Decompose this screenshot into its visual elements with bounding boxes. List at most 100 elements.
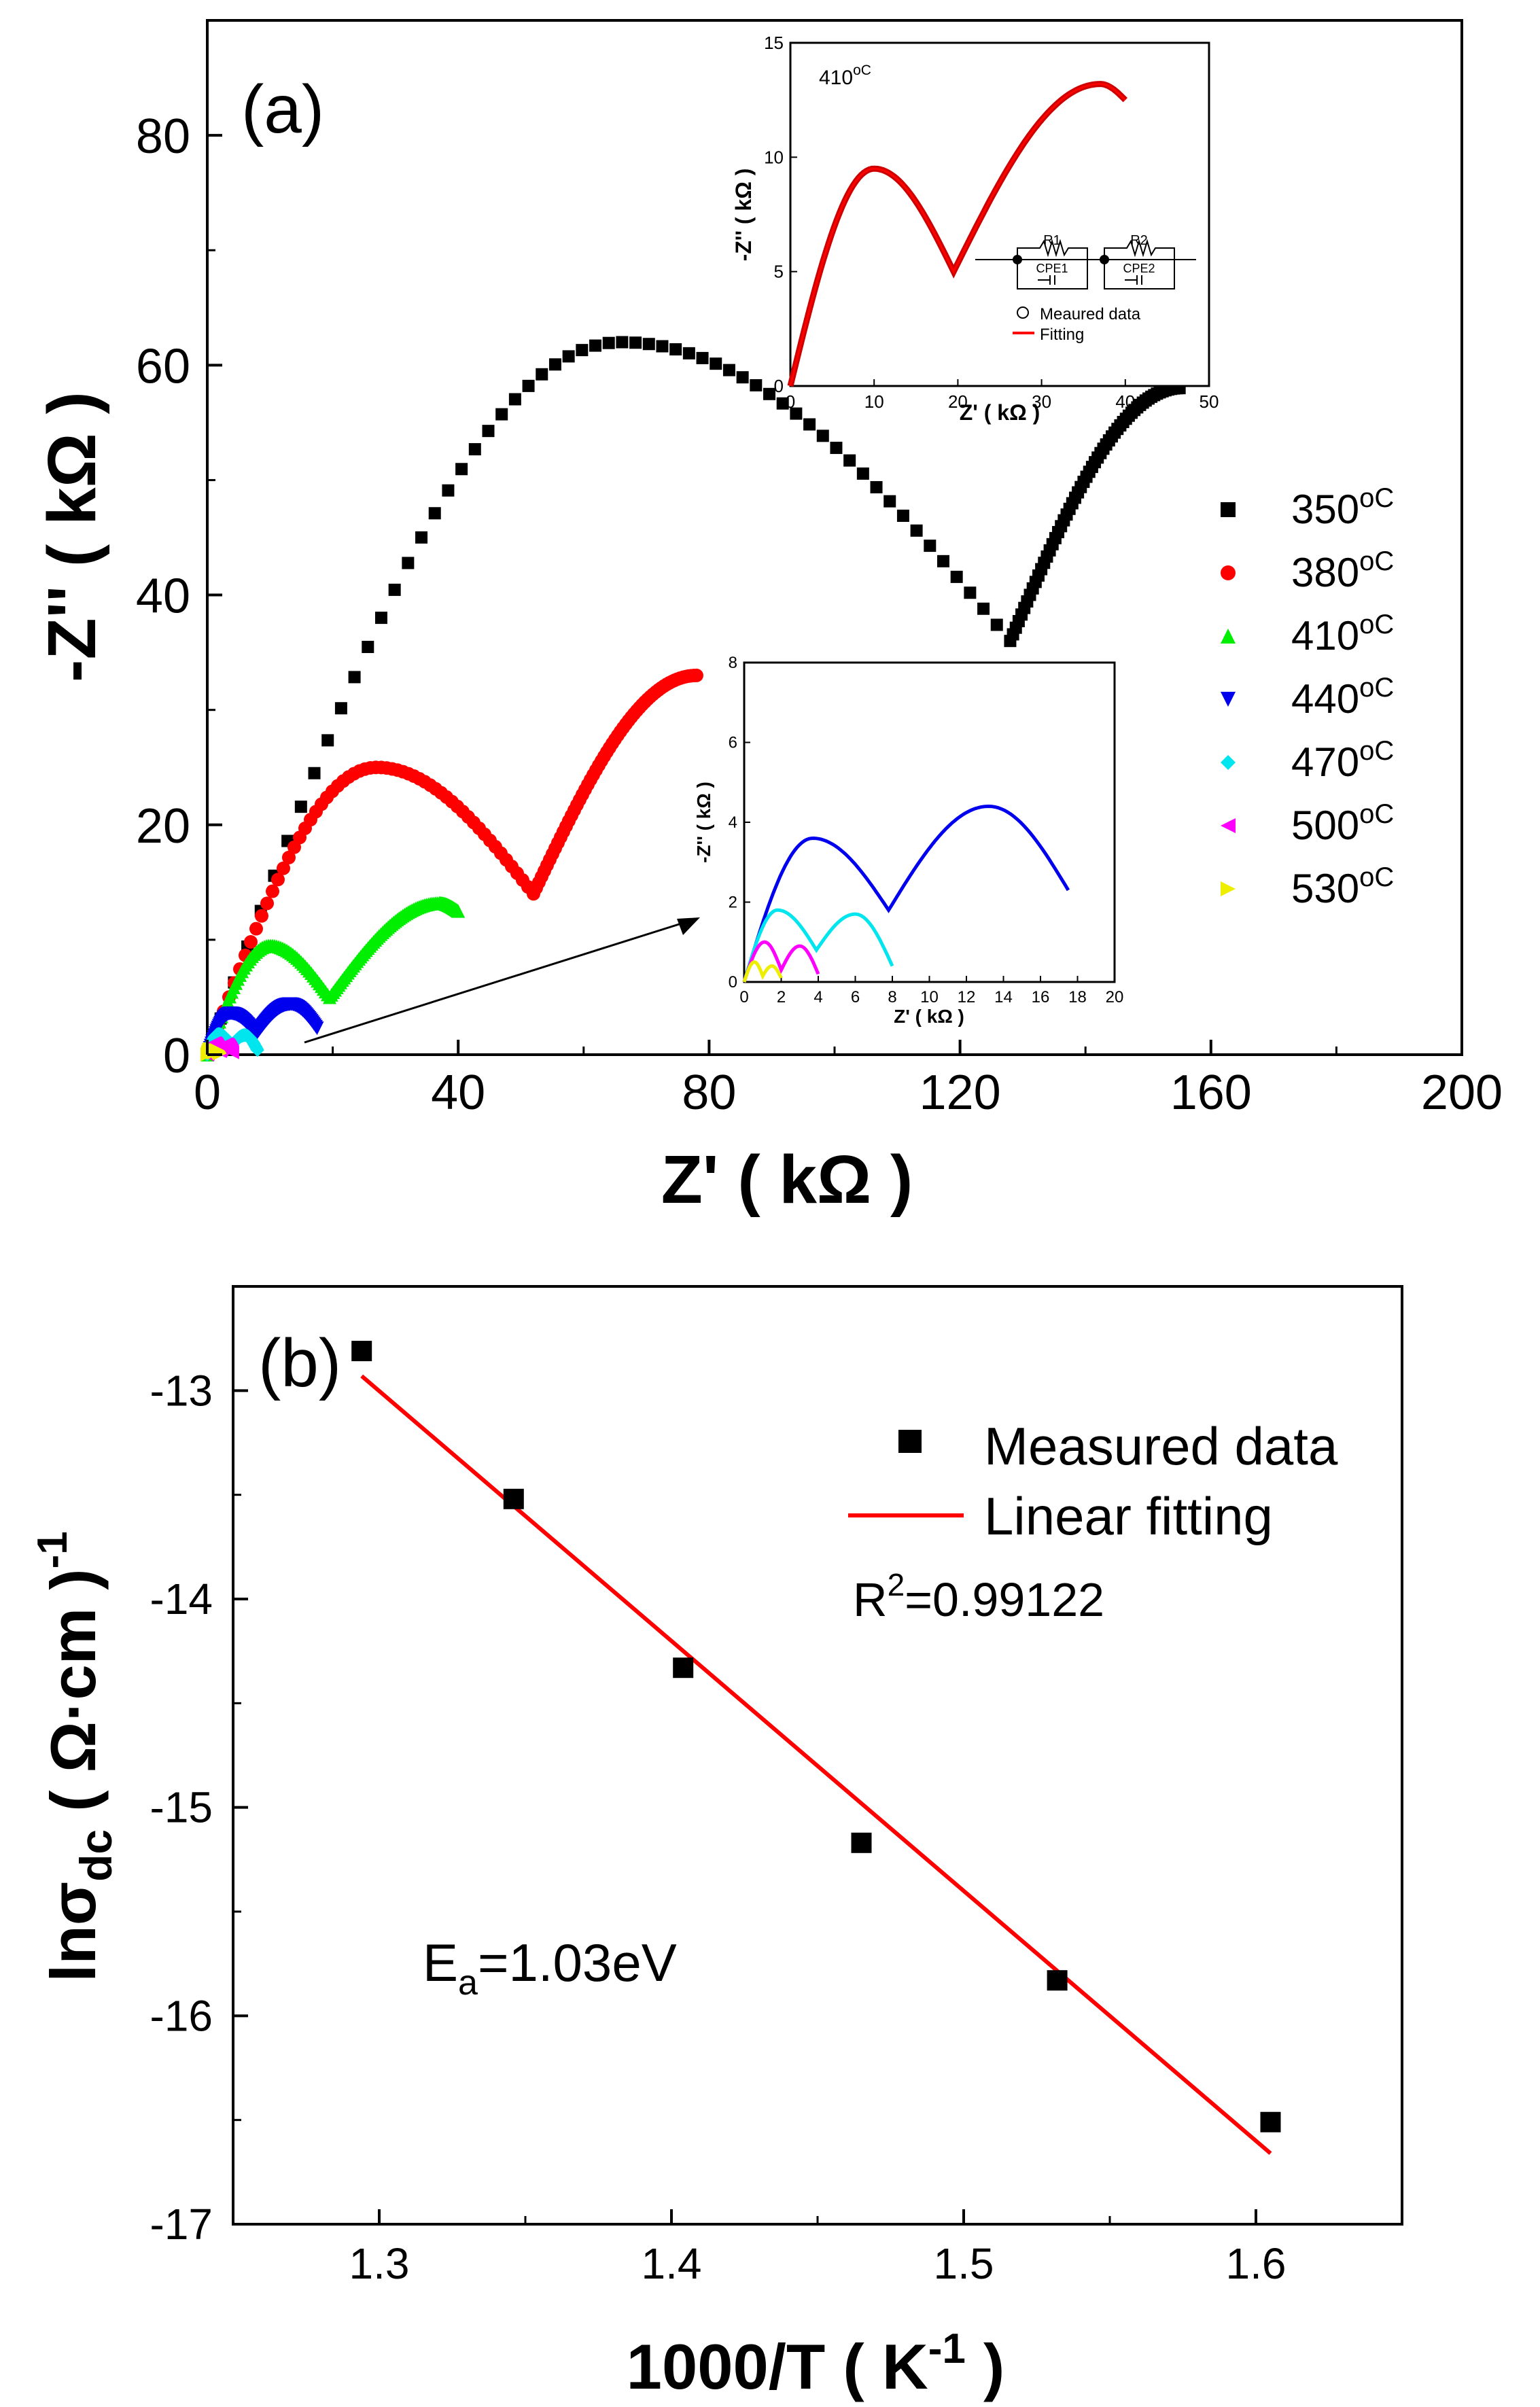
inset-410-legend-measured: Meaured data [1040, 305, 1141, 323]
legend-measured-label: Measured data [984, 1416, 1338, 1476]
inset-zoom-y-tick-label: 2 [729, 894, 737, 912]
data-point [281, 850, 296, 864]
legend-label: 440oC [1291, 673, 1394, 722]
data-point [722, 364, 735, 376]
panel-a-label: (a) [241, 71, 324, 147]
inset-zoom-frame [743, 661, 1116, 983]
b-y-tick-label: -16 [150, 1991, 213, 2040]
data-point [265, 884, 279, 898]
inset-zoom-x-tick-label: 16 [1032, 988, 1050, 1006]
inset-zoom-y-tick-label: 8 [729, 654, 737, 672]
inset-zoom-curves [742, 804, 1070, 983]
legend-entry-410: 410oC [1221, 610, 1394, 658]
panel-b-ticks: 1.3 1.4 1.5 1.6 -13 -14 -15 -16 -17 [150, 1285, 1403, 2288]
inset-410-x-tick-label: 0 [786, 391, 795, 412]
data-point [522, 379, 535, 392]
data-point [562, 350, 575, 363]
inset-zoom-x-tick-label: 10 [920, 988, 939, 1006]
a-x-tick-label: 160 [1170, 1066, 1252, 1120]
measured-point [351, 1341, 372, 1362]
legend-entry-500: 500oC [1221, 799, 1394, 848]
data-point [576, 344, 589, 357]
inset-410-x-axis-label: Z' ( kΩ ) [960, 400, 1040, 425]
inset-zoom-x-tick-label: 4 [813, 988, 822, 1006]
inset-zoom-y-tick-label: 6 [729, 734, 737, 752]
data-point [294, 801, 307, 813]
series-380 [200, 668, 703, 1061]
data-point [374, 612, 387, 625]
data-point [736, 371, 749, 384]
inset-410-legend-fitting: Fitting [1040, 326, 1084, 344]
inset-410-y-tick-label: 15 [764, 33, 784, 53]
inset-410-y-tick-label: 5 [774, 262, 784, 282]
inset-zoom-x-axis-label: Z' ( kΩ ) [894, 1006, 964, 1027]
inset-zoom-curve-470 [742, 908, 894, 983]
panel-b-y-axis-label: lnσdc ( Ω·cm )-1 [29, 1531, 121, 1982]
data-point [950, 570, 963, 583]
a-x-tick-label: 200 [1421, 1066, 1503, 1120]
legend-marker [1221, 502, 1236, 517]
data-point [508, 393, 521, 406]
inset-410-x-tick-label: 40 [1115, 391, 1135, 412]
data-point [468, 443, 481, 456]
legend-entry-440: 440oC [1221, 673, 1394, 722]
inset-410-legend-marker [1017, 306, 1029, 319]
measured-point [1260, 2111, 1281, 2132]
panel-b: 1.3 1.4 1.5 1.6 -13 -14 -15 -16 -17 (b) Measured… [29, 1285, 1403, 2402]
data-point [776, 397, 789, 410]
data-point [225, 1045, 239, 1059]
inset-zoom-ticks: 0 2 4 6 8 10 12 14 16 18 20 0 2 4 6 8 [729, 654, 1124, 1006]
inset-zoom-x-tick-label: 2 [777, 988, 786, 1006]
data-point [964, 586, 977, 599]
data-point [388, 583, 401, 596]
data-point [249, 921, 263, 936]
panel-a-x-axis-label: Z' ( kΩ ) [661, 1142, 913, 1218]
inset-zoom-y-tick-label: 0 [729, 973, 737, 991]
inset-410-ticks: 0 10 20 30 40 50 0 5 10 15 [764, 33, 1219, 412]
data-point [321, 734, 334, 747]
a-y-tick-label: 80 [136, 109, 190, 164]
circuit-r1-label: R1 [1043, 233, 1061, 248]
data-point [451, 904, 466, 918]
data-point [803, 418, 816, 431]
inset-410-y-tick-label: 10 [764, 147, 784, 167]
inset-410-x-tick-label: 20 [948, 391, 968, 412]
legend-entry-380: 380oC [1221, 546, 1394, 595]
data-point [276, 861, 290, 875]
data-point [589, 339, 602, 352]
data-point [260, 896, 274, 911]
a-y-tick-label: 0 [163, 1029, 190, 1083]
data-point [548, 358, 561, 371]
data-point [348, 671, 361, 684]
data-point [308, 767, 321, 779]
data-point [843, 454, 856, 467]
inset-zoom-x-tick-label: 12 [958, 988, 976, 1006]
panel-a-y-axis-label: -Z'' ( kΩ ) [34, 391, 110, 682]
a-y-tick-label: 40 [136, 569, 190, 624]
b-y-tick-label: -13 [150, 1366, 213, 1415]
data-point [870, 480, 883, 493]
data-point [682, 347, 695, 359]
b-x-tick-label: 1.6 [1226, 2239, 1287, 2288]
data-point [495, 408, 508, 421]
data-point [442, 484, 455, 497]
a-x-tick-label: 40 [431, 1066, 485, 1120]
data-point [937, 555, 949, 567]
legend-marker [1221, 692, 1236, 707]
data-point [990, 618, 1003, 631]
data-point [616, 336, 629, 349]
data-point [696, 351, 709, 364]
a-x-tick-label: 0 [194, 1066, 221, 1120]
b-x-tick-label: 1.4 [642, 2239, 702, 2288]
legend-label: 530oC [1291, 862, 1394, 911]
b-y-tick-label: -14 [150, 1575, 213, 1623]
legend-marker [1221, 818, 1236, 833]
data-point [602, 336, 615, 349]
inset-zoom-x-tick-label: 18 [1068, 988, 1087, 1006]
data-point [790, 407, 803, 420]
panel-b-x-axis-label: 1000/T ( K-1 ) [627, 2325, 1005, 2402]
legend-label: 500oC [1291, 799, 1394, 848]
